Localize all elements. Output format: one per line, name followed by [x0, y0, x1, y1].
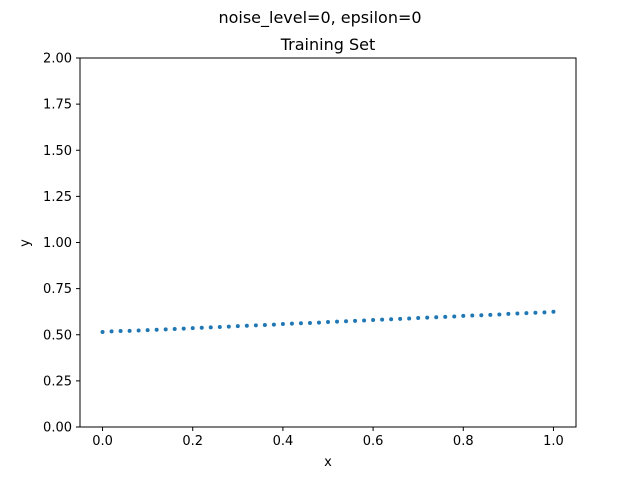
- scatter-point: [154, 327, 159, 332]
- scatter-point: [271, 322, 276, 327]
- scatter-points: [100, 309, 556, 334]
- scatter-point: [163, 327, 168, 332]
- x-tick-label: 0.2: [182, 434, 203, 449]
- scatter-point: [253, 323, 258, 328]
- plot-frame: [79, 57, 577, 428]
- y-tick-label: 0.25: [43, 374, 72, 389]
- scatter-point: [353, 318, 358, 323]
- scatter-point: [280, 322, 285, 327]
- scatter-point: [533, 310, 538, 315]
- scatter-point: [434, 315, 439, 320]
- chart-title: Training Set: [280, 35, 376, 54]
- scatter-point: [524, 311, 529, 316]
- y-tick-label: 0.00: [43, 421, 72, 436]
- scatter-point: [298, 321, 303, 326]
- scatter-point: [190, 326, 195, 331]
- y-tick-label: 1.50: [43, 144, 72, 159]
- scatter-point: [497, 312, 502, 317]
- x-tick-label: 0.0: [92, 434, 113, 449]
- scatter-point: [335, 319, 340, 324]
- scatter-point: [443, 314, 448, 319]
- scatter-point: [389, 317, 394, 322]
- scatter-point: [380, 317, 385, 322]
- figure-suptitle: noise_level=0, epsilon=0: [218, 8, 421, 28]
- scatter-point: [244, 323, 249, 328]
- scatter-point: [371, 317, 376, 322]
- scatter-point: [109, 329, 114, 334]
- scatter-point: [362, 318, 367, 323]
- scatter-point: [226, 324, 231, 329]
- scatter-point: [470, 313, 475, 318]
- x-axis-label: x: [324, 455, 332, 470]
- x-axis-ticks: 0.0 0.2 0.4 0.6 0.8 1.0: [92, 427, 564, 449]
- scatter-point: [199, 325, 204, 330]
- scatter-point: [506, 311, 511, 316]
- y-tick-label: 1.00: [43, 236, 72, 251]
- scatter-point: [316, 320, 321, 325]
- scatter-point: [515, 311, 520, 316]
- scatter-point: [136, 328, 141, 333]
- x-tick-label: 0.6: [363, 434, 384, 449]
- x-tick-label: 0.4: [273, 434, 294, 449]
- scatter-point: [307, 320, 312, 325]
- scatter-point: [217, 325, 222, 330]
- x-tick-label: 0.8: [453, 434, 474, 449]
- y-tick-label: 0.75: [43, 282, 72, 297]
- y-tick-label: 0.50: [43, 328, 72, 343]
- scatter-point: [208, 325, 213, 330]
- scatter-point: [551, 309, 556, 314]
- scatter-point: [127, 328, 132, 333]
- y-tick-label: 2.00: [43, 52, 72, 67]
- scatter-point: [289, 321, 294, 326]
- scatter-point: [479, 313, 484, 318]
- scatter-point: [407, 316, 412, 321]
- scatter-point: [172, 327, 177, 332]
- scatter-point: [416, 315, 421, 320]
- y-tick-label: 1.75: [43, 98, 72, 113]
- scatter-point: [344, 319, 349, 324]
- x-tick-label: 1.0: [543, 434, 564, 449]
- scatter-point: [145, 328, 150, 333]
- scatter-point: [425, 315, 430, 320]
- scatter-point: [461, 313, 466, 318]
- scatter-point: [488, 312, 493, 317]
- scatter-point: [181, 326, 186, 331]
- scatter-point: [542, 310, 547, 315]
- scatter-point: [398, 316, 403, 321]
- scatter-point: [452, 314, 457, 319]
- scatter-point: [262, 322, 267, 327]
- y-axis-ticks: 0.00 0.25 0.50 0.75 1.00 1.25 1.50 1.75 2.00: [43, 52, 80, 436]
- scatter-point: [235, 324, 240, 329]
- y-tick-label: 1.25: [43, 190, 72, 205]
- scatter-point: [100, 329, 105, 334]
- scatter-point: [118, 329, 123, 334]
- scatter-point: [326, 320, 330, 325]
- y-axis-label: y: [18, 239, 33, 247]
